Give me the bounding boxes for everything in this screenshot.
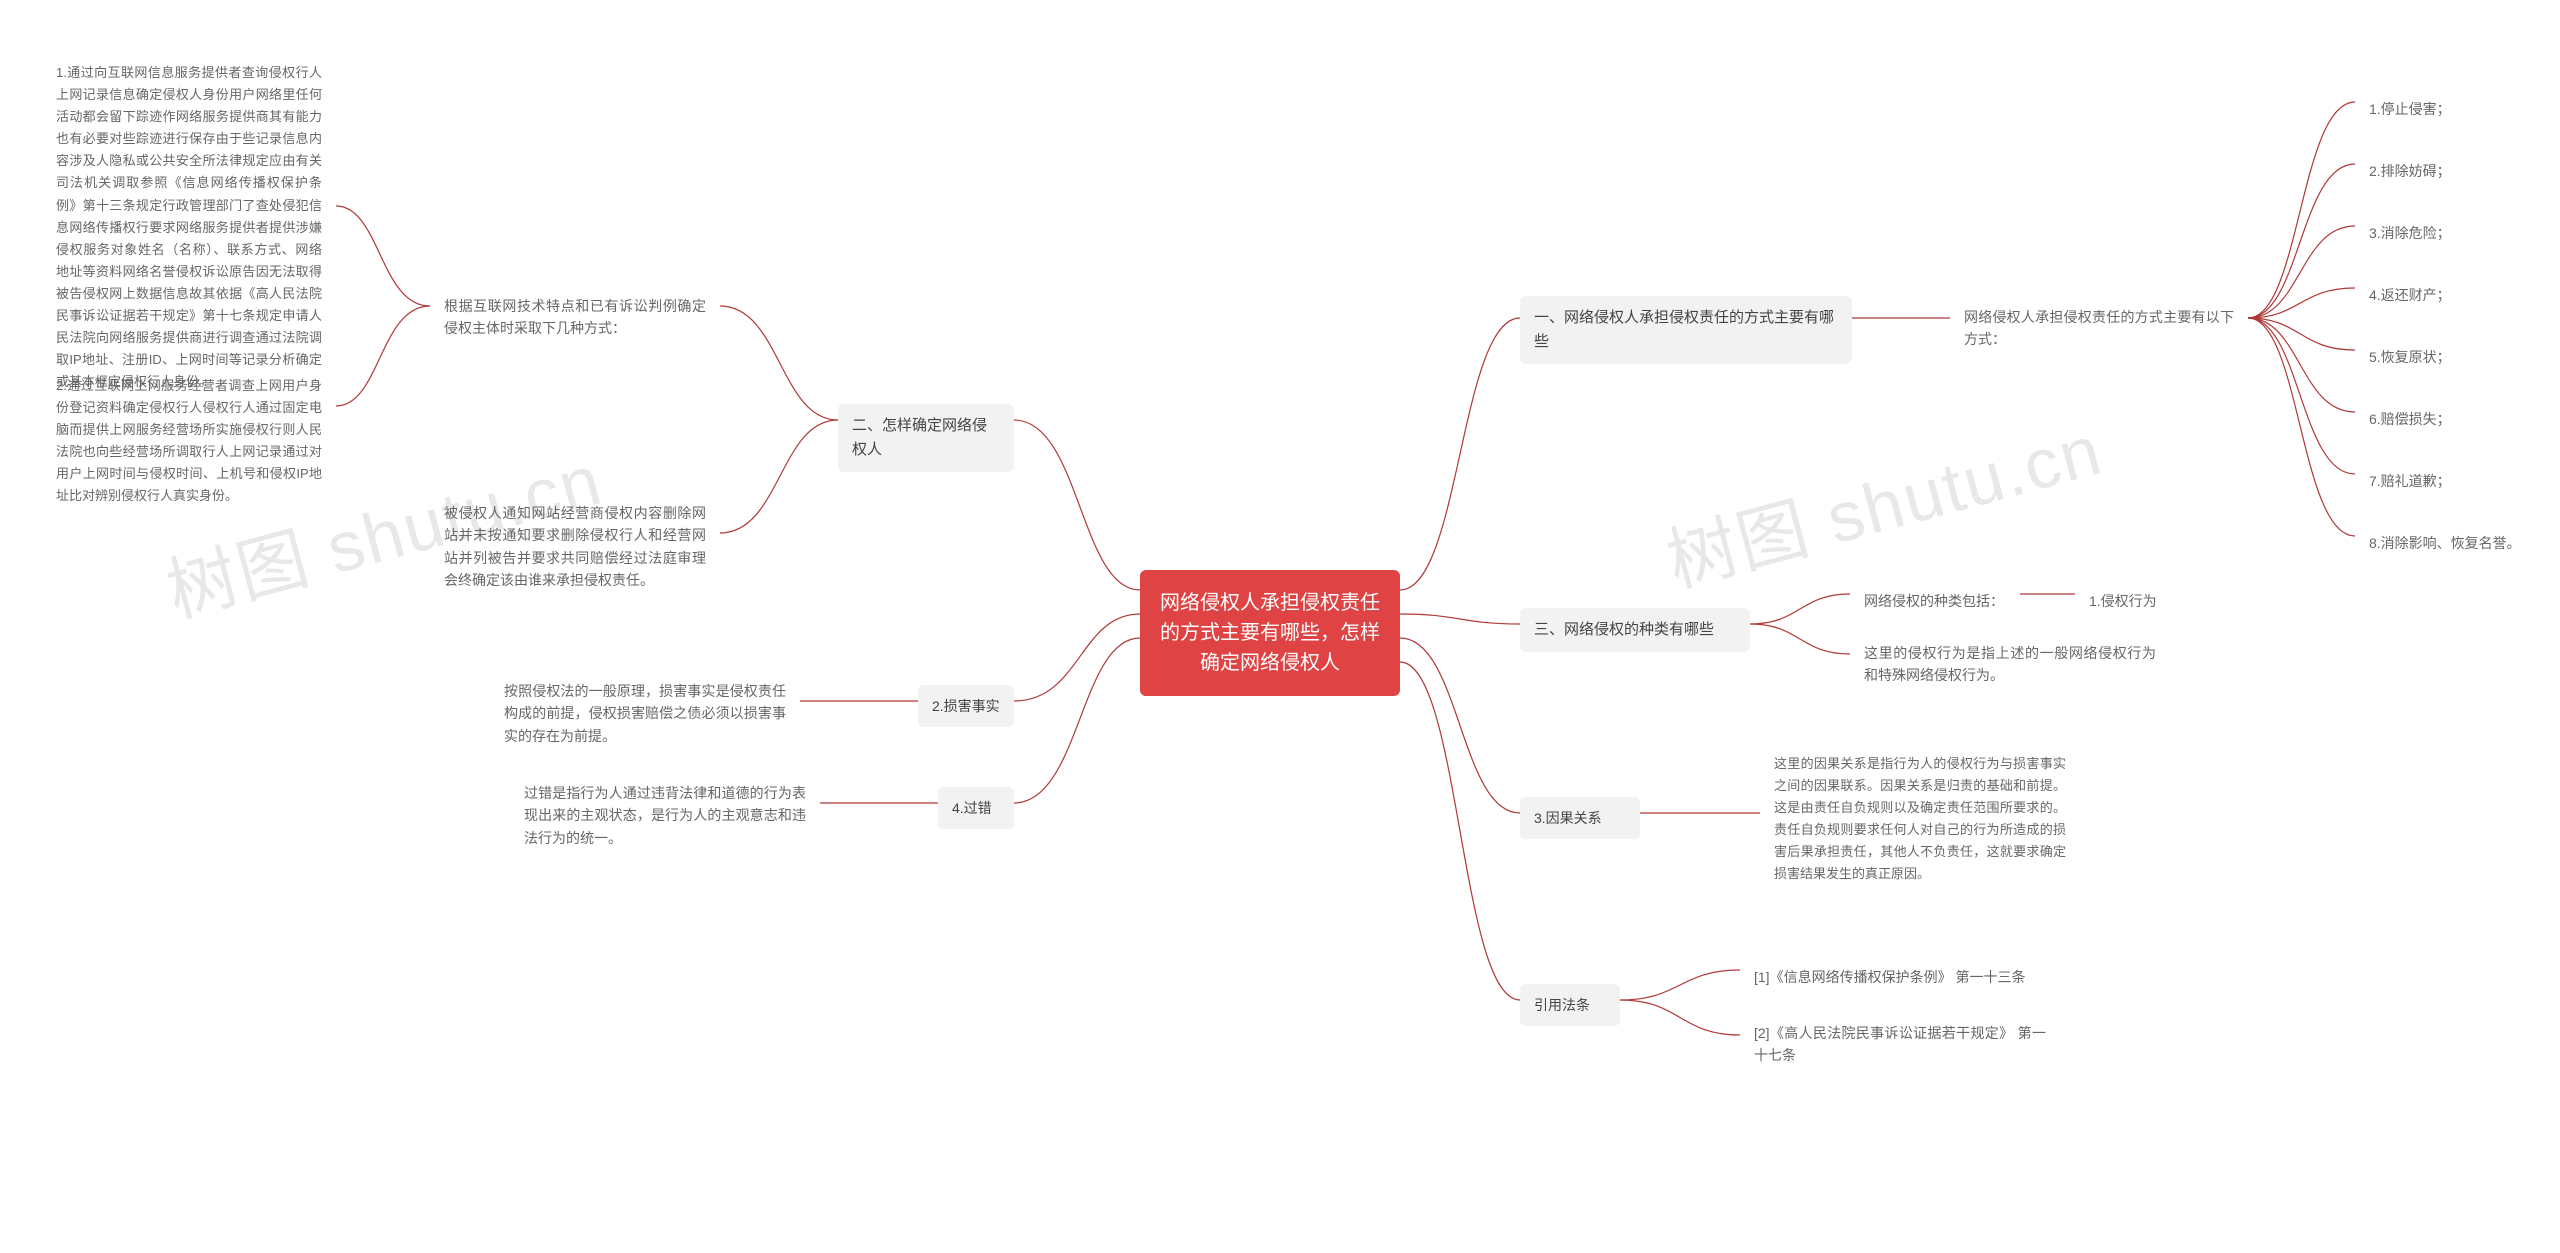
right-leaf-2: 2.排除妨碍； [2355, 150, 2465, 192]
right-leaf-7: 7.赔礼道歉； [2355, 460, 2465, 502]
left-branch-1-sub1: 1.通过向互联网信息服务提供者查询侵权行人上网记录信息确定侵权人身份用户网络里任… [42, 52, 336, 403]
watermark-2: 树图 shutu.cn [1655, 394, 2112, 607]
right-branch-2: 三、网络侵权的种类有哪些 [1520, 608, 1750, 652]
left-branch-1-child2: 被侵权人通知网站经营商侵权内容删除网站并未按通知要求删除侵权行人和经营网站并列被… [430, 492, 720, 602]
right-leaf-8: 8.消除影响、恢复名誉。 [2355, 522, 2535, 564]
right-branch-4-child2: [2]《高人民法院民事诉讼证据若干规定》 第一十七条 [1740, 1012, 2060, 1077]
right-branch-2-child1a: 网络侵权的种类包括： [1850, 580, 2020, 622]
right-leaf-6: 6.赔偿损失； [2355, 398, 2465, 440]
right-branch-4: 引用法条 [1520, 984, 1620, 1026]
right-branch-3-child: 这里的因果关系是指行为人的侵权行为与损害事实之间的因果联系。因果关系是归责的基础… [1760, 743, 2080, 896]
right-branch-1-child: 网络侵权人承担侵权责任的方式主要有以下方式： [1950, 296, 2248, 361]
left-branch-3-child: 过错是指行为人通过违背法律和道德的行为表现出来的主观状态，是行为人的主观意志和违… [510, 772, 820, 859]
left-branch-3: 4.过错 [938, 787, 1014, 829]
left-branch-1-child1: 根据互联网技术特点和已有诉讼判例确定侵权主体时采取下几种方式： [430, 285, 720, 350]
right-branch-2-child1b: 1.侵权行为 [2075, 580, 2171, 622]
left-branch-2-child: 按照侵权法的一般原理，损害事实是侵权责任构成的前提，侵权损害赔偿之债必须以损害事… [490, 670, 800, 757]
left-branch-2: 2.损害事实 [918, 685, 1014, 727]
root-node: 网络侵权人承担侵权责任的方式主要有哪些，怎样确定网络侵权人 [1140, 570, 1400, 696]
right-leaf-4: 4.返还财产； [2355, 274, 2465, 316]
left-branch-1-sub2: 2.通过互联网上网服务经营者调查上网用户身份登记资料确定侵权行人侵权行人通过固定… [42, 365, 336, 518]
right-leaf-1: 1.停止侵害； [2355, 88, 2465, 130]
left-branch-1: 二、怎样确定网络侵权人 [838, 404, 1014, 472]
right-leaf-3: 3.消除危险； [2355, 212, 2465, 254]
right-leaf-5: 5.恢复原状； [2355, 336, 2465, 378]
right-branch-1: 一、网络侵权人承担侵权责任的方式主要有哪些 [1520, 296, 1852, 364]
right-branch-3: 3.因果关系 [1520, 797, 1640, 839]
right-branch-4-child1: [1]《信息网络传播权保护条例》 第一十三条 [1740, 956, 2060, 998]
right-branch-2-child2: 这里的侵权行为是指上述的一般网络侵权行为和特殊网络侵权行为。 [1850, 632, 2170, 697]
